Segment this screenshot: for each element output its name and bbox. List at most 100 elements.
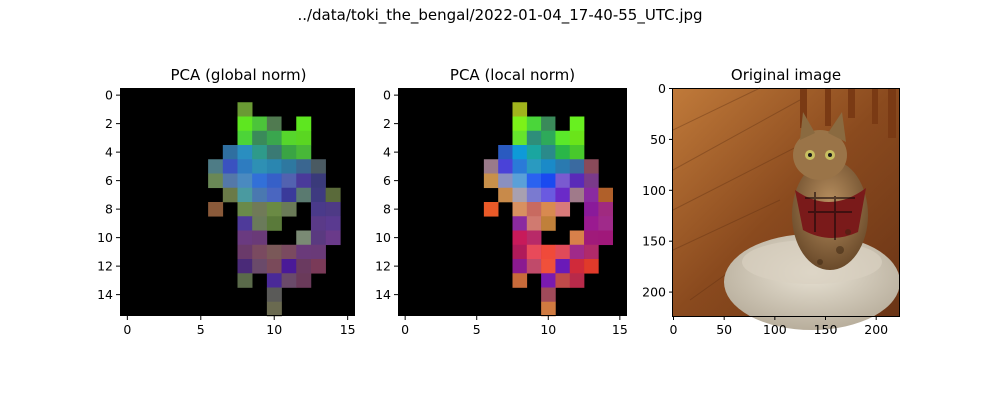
- heatmap-cell: [541, 216, 556, 231]
- heatmap-cell: [222, 173, 238, 189]
- heatmap-cell: [541, 116, 556, 132]
- y-tick-label: 10: [97, 230, 113, 245]
- heatmap-cell: [584, 187, 599, 203]
- heatmap-cell: [281, 130, 297, 146]
- heatmap-cell: [266, 173, 282, 189]
- heatmap-cell: [296, 230, 312, 246]
- heatmap-cell: [222, 159, 238, 174]
- heatmap-cell: [237, 187, 253, 203]
- heatmap-cell: [222, 145, 238, 160]
- heatmap-cell: [569, 273, 585, 288]
- panel-pca-global-norm: PCA (global norm) 0 5 10 15 0 2 4 6 8 10 12 14: [97, 66, 356, 337]
- heatmap-cell: [526, 230, 542, 246]
- heatmap-cell: [555, 244, 571, 260]
- heatmap-cell: [569, 145, 585, 160]
- heatmap-cell: [310, 202, 326, 217]
- y-tick-label: 2: [105, 116, 113, 131]
- heatmap-cell: [252, 130, 268, 146]
- y-tick-label: 2: [383, 116, 391, 131]
- heatmap-cell: [266, 159, 282, 174]
- heatmap-cell: [598, 202, 613, 217]
- heatmap-cell: [569, 130, 585, 146]
- heatmap-cell: [281, 187, 297, 203]
- photo: [672, 87, 900, 330]
- heatmap-cell: [541, 187, 556, 203]
- heatmap-cell: [598, 216, 613, 231]
- x-tick-label: 100: [763, 322, 787, 337]
- heatmap-cell: [526, 159, 542, 174]
- heatmap-cell: [526, 173, 542, 189]
- heatmap-cell: [541, 259, 556, 274]
- heatmap-cell: [555, 130, 571, 146]
- heatmap-cell: [296, 187, 312, 203]
- heatmap-cell: [584, 244, 599, 260]
- heatmap-cell: [325, 230, 341, 246]
- heatmap-cell: [252, 230, 268, 246]
- heatmap-cell: [237, 145, 253, 160]
- heatmap-cell: [252, 259, 268, 274]
- y-tick-label: 8: [105, 202, 113, 217]
- heatmap-cell: [237, 216, 253, 231]
- y-tick-label: 12: [97, 259, 113, 274]
- heatmap-cell: [222, 187, 238, 203]
- axes-frame: [120, 88, 355, 316]
- axes-frame: [672, 88, 900, 317]
- heatmap-cell: [555, 202, 571, 217]
- heatmap-cell: [325, 187, 341, 203]
- x-tick-label: 5: [197, 322, 205, 337]
- heatmap-cell: [569, 173, 585, 189]
- heatmap-cell: [555, 187, 571, 203]
- heatmap-cell: [541, 287, 556, 303]
- heatmap-cell: [237, 173, 253, 189]
- bandana: [795, 188, 866, 239]
- heatmap-cell: [526, 202, 542, 217]
- photo-content: [672, 87, 900, 330]
- heatmap-cell: [512, 273, 528, 288]
- heatmap-cell: [555, 159, 571, 174]
- x-tick-label: 10: [266, 322, 282, 337]
- y-tick-label: 0: [105, 88, 113, 103]
- heatmap-cell: [512, 130, 528, 146]
- heatmap-cell: [555, 116, 571, 132]
- heatmap-cell: [541, 244, 556, 260]
- y-tick-label: 0: [383, 88, 391, 103]
- y-tick-label: 4: [105, 145, 113, 160]
- axis-ticks: 0 50 100 150 200 0 50 100 150 200: [642, 81, 888, 337]
- y-tick-label: 12: [375, 259, 391, 274]
- heatmap-cell: [569, 159, 585, 174]
- heatmap-cell: [526, 244, 542, 260]
- heatmap-cell: [281, 273, 297, 288]
- heatmap-cell: [208, 173, 224, 189]
- heatmap-cell: [296, 244, 312, 260]
- cat-head: [793, 130, 847, 180]
- heatmap-cell: [266, 273, 282, 288]
- heatmap-cell: [252, 187, 268, 203]
- heatmap-cell: [310, 230, 326, 246]
- heatmap-cell: [266, 187, 282, 203]
- figure-title: ../data/toki_the_bengal/2022-01-04_17-40…: [297, 6, 702, 25]
- heatmap-cell: [237, 130, 253, 146]
- heatmap-cell: [266, 202, 282, 217]
- heatmap-cell: [266, 116, 282, 132]
- heatmap-cell: [569, 187, 585, 203]
- heatmap-cell: [266, 145, 282, 160]
- heatmap-cell: [526, 145, 542, 160]
- axis-ticks: 0 5 10 15 0 2 4 6 8 10 12 14: [375, 88, 628, 337]
- cat-ear-right: [828, 112, 846, 142]
- heatmap-cell: [252, 116, 268, 132]
- heatmap-cell: [512, 202, 528, 217]
- heatmap-cell: [266, 301, 282, 317]
- heatmap-cell: [281, 159, 297, 174]
- heatmap-cell: [498, 173, 513, 189]
- heatmap-cell: [512, 102, 528, 117]
- heatmap-cell: [483, 159, 499, 174]
- chair-legs: [800, 88, 896, 138]
- axes-frame: [398, 88, 627, 316]
- y-tick-label: 200: [642, 285, 666, 300]
- y-tick-label: 14: [97, 287, 113, 302]
- heatmap-cell: [237, 159, 253, 174]
- heatmap-cell: [237, 102, 253, 117]
- heatmap-cell: [541, 145, 556, 160]
- heatmap-cell: [584, 216, 599, 231]
